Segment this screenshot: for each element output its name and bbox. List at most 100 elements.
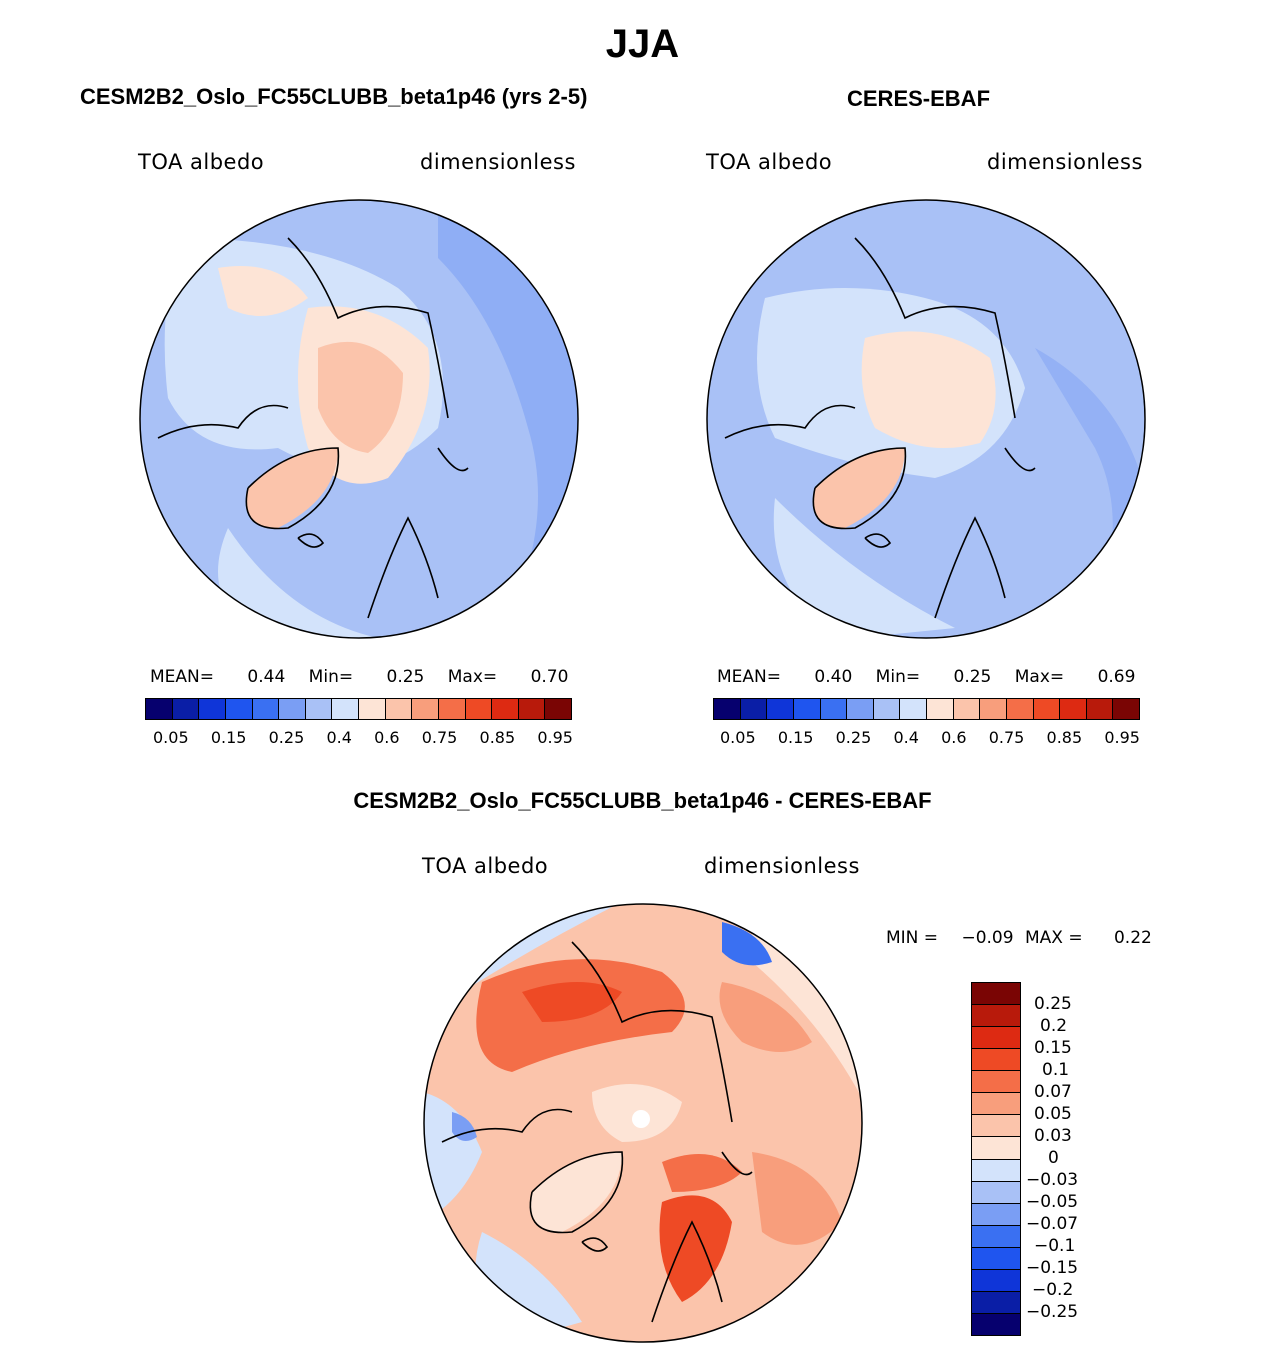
colorbar-tick-label: −0.03: [1026, 1170, 1079, 1190]
colorbar-tick-label: 0.6: [941, 728, 967, 747]
top-right-max-value: 0.69: [1097, 667, 1136, 687]
top-left-colorbar: [145, 698, 572, 720]
colorbar-tick-label: 0.75: [421, 728, 458, 747]
top-right-min-label: Min=: [875, 667, 921, 687]
colorbar-swatch: [199, 699, 226, 719]
colorbar-swatch: [972, 983, 1020, 1006]
top-right-panel-title: CERES-EBAF: [847, 86, 991, 111]
colorbar-swatch: [714, 699, 741, 719]
colorbar-tick-label: 0.05: [720, 728, 756, 747]
colorbar-tick-label: −0.07: [1026, 1214, 1079, 1234]
colorbar-tick-label: 0.15: [777, 728, 814, 747]
colorbar-swatch: [820, 699, 848, 719]
bottom-units-label: dimensionless: [704, 854, 860, 878]
colorbar-swatch: [1060, 699, 1087, 719]
colorbar-swatch: [252, 699, 280, 719]
colorbar-swatch: [972, 1027, 1020, 1050]
colorbar-swatch: [953, 699, 981, 719]
bottom-colorbar-ticks: 0.25 0.2 0.15 0.1 0.07 0.05 0.03 0 −0.03…: [1026, 993, 1078, 1323]
colorbar-swatch: [359, 699, 386, 719]
bottom-max-label: MAX =: [1024, 928, 1083, 948]
top-right-variable-label: TOA albedo: [706, 150, 833, 174]
top-left-max-value: 0.70: [530, 667, 569, 687]
colorbar-tick-label: 0.05: [1034, 1104, 1072, 1124]
colorbar-tick-label: 0.25: [1034, 994, 1072, 1014]
top-left-panel-title: CESM2B2_Oslo_FC55CLUBB_beta1p46 (yrs 2-5…: [80, 84, 588, 109]
bottom-max-value: 0.22: [1113, 928, 1152, 948]
bottom-min-value: −0.09: [961, 928, 1014, 948]
top-left-polar-map: [139, 199, 579, 639]
colorbar-tick-label: 0.07: [1034, 1082, 1072, 1102]
bottom-min-label: MIN =: [886, 928, 939, 948]
colorbar-swatch: [972, 1313, 1020, 1335]
top-left-mean-label: MEAN=: [150, 667, 214, 687]
colorbar-tick-label: 0.6: [374, 728, 400, 747]
colorbar-swatch: [545, 699, 571, 719]
colorbar-swatch: [146, 699, 173, 719]
colorbar-swatch: [980, 699, 1007, 719]
bottom-panel-title: CESM2B2_Oslo_FC55CLUBB_beta1p46 - CERES-…: [353, 788, 932, 813]
colorbar-tick-label: 0.85: [479, 728, 516, 747]
colorbar-swatch: [972, 1137, 1020, 1160]
colorbar-tick-label: −0.1: [1034, 1236, 1076, 1256]
colorbar-swatch: [518, 699, 546, 719]
top-right-mean-value: 0.40: [814, 667, 853, 687]
top-right-units-label: dimensionless: [987, 150, 1143, 174]
colorbar-tick-label: 0.03: [1034, 1126, 1072, 1146]
colorbar-swatch: [1086, 699, 1114, 719]
colorbar-tick-label: 0.95: [1104, 728, 1140, 747]
colorbar-swatch: [972, 1093, 1020, 1116]
colorbar-tick-label: 0.4: [326, 728, 352, 747]
colorbar-swatch: [385, 699, 413, 719]
top-right-colorbar: [713, 698, 1140, 720]
colorbar-tick-label: −0.2: [1032, 1280, 1074, 1300]
colorbar-swatch: [873, 699, 901, 719]
colorbar-swatch: [972, 1291, 1020, 1314]
colorbar-swatch: [740, 699, 768, 719]
colorbar-swatch: [972, 1269, 1020, 1292]
colorbar-swatch: [972, 1115, 1020, 1138]
colorbar-swatch: [793, 699, 821, 719]
top-right-colorbar-ticks: 0.05 0.15 0.25 0.4 0.6 0.75 0.85 0.95: [720, 728, 1140, 747]
colorbar-tick-label: 0.85: [1046, 728, 1083, 747]
top-left-min-label: Min=: [308, 667, 354, 687]
bottom-colorbar: [971, 982, 1021, 1336]
colorbar-swatch: [305, 699, 333, 719]
colorbar-tick-label: 0.25: [835, 728, 872, 747]
colorbar-swatch: [972, 1181, 1020, 1204]
colorbar-swatch: [900, 699, 927, 719]
top-right-polar-map: [706, 199, 1146, 639]
main-title: JJA: [605, 22, 680, 66]
colorbar-tick-label: 0.4: [893, 728, 919, 747]
colorbar-tick-label: 0.25: [268, 728, 305, 747]
colorbar-swatch: [465, 699, 493, 719]
colorbar-swatch: [972, 1005, 1020, 1028]
colorbar-swatch: [172, 699, 200, 719]
colorbar-tick-label: −0.15: [1026, 1258, 1079, 1278]
top-left-min-value: 0.25: [386, 667, 425, 687]
colorbar-swatch: [492, 699, 519, 719]
colorbar-tick-label: 0.1: [1042, 1060, 1070, 1080]
colorbar-swatch: [332, 699, 359, 719]
colorbar-swatch: [279, 699, 306, 719]
colorbar-swatch: [1006, 699, 1034, 719]
colorbar-swatch: [972, 1071, 1020, 1094]
colorbar-swatch: [767, 699, 794, 719]
colorbar-tick-label: −0.05: [1026, 1192, 1079, 1212]
colorbar-swatch: [847, 699, 874, 719]
top-right-max-label: Max=: [1014, 667, 1065, 687]
bottom-variable-label: TOA albedo: [422, 854, 549, 878]
colorbar-tick-label: 0.15: [1034, 1038, 1072, 1058]
colorbar-swatch: [972, 1049, 1020, 1072]
top-left-mean-value: 0.44: [247, 667, 286, 687]
colorbar-swatch: [412, 699, 439, 719]
colorbar-swatch: [972, 1159, 1020, 1182]
top-left-units-label: dimensionless: [420, 150, 576, 174]
colorbar-swatch: [927, 699, 954, 719]
colorbar-swatch: [1113, 699, 1139, 719]
colorbar-tick-label: 0.95: [537, 728, 573, 747]
colorbar-swatch: [1033, 699, 1061, 719]
colorbar-swatch: [972, 1225, 1020, 1248]
colorbar-tick-label: 0.05: [153, 728, 189, 747]
colorbar-swatch: [972, 1203, 1020, 1226]
